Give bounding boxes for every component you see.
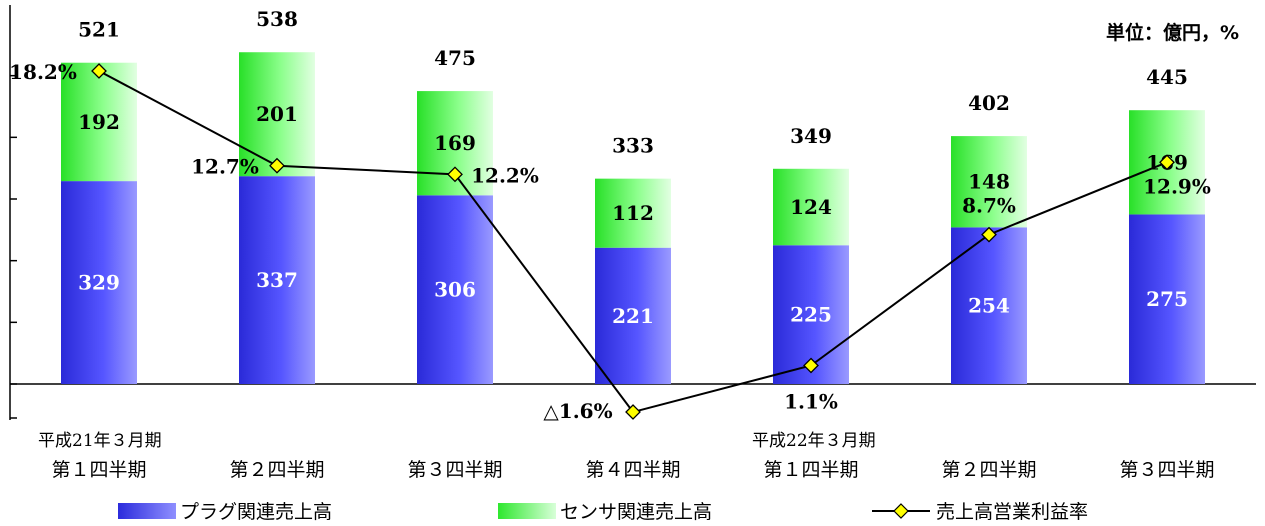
category-label: 第１四半期 <box>51 459 146 481</box>
data-label-total: 402 <box>968 91 1010 115</box>
legend-label-sensor: センサ関連売上高 <box>560 501 713 523</box>
data-label-margin: 12.9% <box>1143 174 1211 198</box>
legend-item-plug: プラグ関連売上高 <box>118 497 332 524</box>
bar-sensor <box>61 62 137 182</box>
period-label-fy22: 平成22年３月期 <box>752 431 876 451</box>
marker-operating-margin <box>91 63 107 79</box>
data-label-total: 333 <box>612 134 654 158</box>
data-label-margin: 12.2% <box>471 163 539 187</box>
data-label-margin: 1.1% <box>784 390 838 414</box>
data-label-total: 521 <box>78 18 120 42</box>
data-label-total: 349 <box>790 124 832 148</box>
period-label-fy21: 平成21年３月期 <box>38 431 162 451</box>
data-label-plug: 225 <box>790 303 832 327</box>
data-label-sensor: 112 <box>612 201 654 225</box>
data-label-margin: 12.7% <box>191 155 259 179</box>
bar-sensor <box>239 52 315 177</box>
data-label-sensor: 201 <box>256 102 298 126</box>
marker-operating-margin <box>1159 154 1175 171</box>
category-label: 第４四半期 <box>585 459 680 481</box>
marker-operating-margin <box>269 157 285 174</box>
legend-item-sensor: センサ関連売上高 <box>498 497 712 524</box>
data-label-plug: 275 <box>1146 287 1188 311</box>
chart-canvas: 329 192 521 337 201 538 306 169 475 221 112 333 225 1… <box>9 5 1256 481</box>
bar-plug <box>239 176 315 384</box>
data-label-plug: 221 <box>612 304 654 328</box>
category-label: 第３四半期 <box>1119 459 1214 481</box>
category-label: 第２四半期 <box>941 459 1036 481</box>
bar-sensor <box>951 136 1027 228</box>
data-label-sensor: 169 <box>434 131 476 155</box>
data-label-margin: 18.2% <box>9 60 77 84</box>
legend-line-icon <box>872 502 930 519</box>
bar-sensor <box>595 178 671 248</box>
legend-swatch-sensor <box>498 502 556 519</box>
bar-sensor <box>773 168 849 246</box>
bar-plug <box>61 181 137 384</box>
marker-operating-margin <box>447 166 463 183</box>
category-label: 第１四半期 <box>763 459 858 481</box>
legend-item-margin: 売上高営業利益率 <box>870 497 1088 524</box>
data-label-sensor: 192 <box>78 110 120 134</box>
data-label-plug: 337 <box>256 268 298 292</box>
legend-swatch-plug <box>118 502 176 519</box>
data-label-total: 445 <box>1146 65 1188 89</box>
data-label-total: 538 <box>256 7 298 31</box>
legend: プラグ関連売上高 センサ関連売上高 売上高営業利益率 <box>0 497 1265 523</box>
marker-operating-margin <box>981 226 997 243</box>
bar-plug <box>417 195 493 384</box>
legend-label-margin: 売上高営業利益率 <box>936 501 1089 523</box>
marker-operating-margin <box>625 404 641 420</box>
data-label-total: 475 <box>434 46 476 70</box>
unit-label: 単位：億円，% <box>1105 22 1239 44</box>
data-label-margin: △1.6% <box>543 399 612 423</box>
marker-operating-margin <box>803 357 819 374</box>
data-label-plug: 329 <box>78 271 120 295</box>
data-label-margin: 8.7% <box>962 194 1016 218</box>
data-label-sensor: 148 <box>968 170 1010 194</box>
data-label-plug: 306 <box>434 278 476 302</box>
data-label-plug: 254 <box>968 294 1010 318</box>
bar-plug <box>595 247 671 384</box>
category-label: 第３四半期 <box>407 459 502 481</box>
bar-plug <box>1129 214 1205 384</box>
legend-label-plug: プラグ関連売上高 <box>180 501 333 523</box>
category-label: 第２四半期 <box>229 459 324 481</box>
data-label-sensor: 124 <box>790 195 832 219</box>
